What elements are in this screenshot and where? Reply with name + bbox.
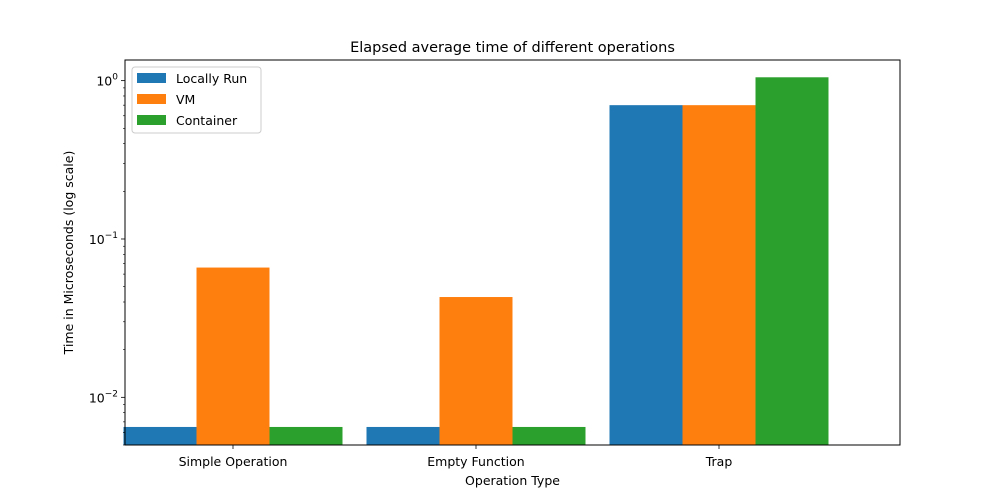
bar-vm-1 <box>439 297 513 445</box>
plot-area <box>123 77 829 445</box>
y-tick-label: 10−2 <box>89 389 118 405</box>
bar-container-1 <box>512 426 586 445</box>
x-tick-label: Empty Function <box>427 454 524 469</box>
bar-vm-0 <box>196 267 270 445</box>
legend-swatch <box>137 73 166 83</box>
x-tick-label: Simple Operation <box>179 454 288 469</box>
x-axis-label: Operation Type <box>465 473 560 488</box>
legend-label: Locally Run <box>176 71 247 86</box>
plot-frame <box>124 59 901 446</box>
legend-swatch <box>137 94 166 104</box>
legend: Locally Run VM Container <box>131 66 262 134</box>
y-tick-label: 100 <box>96 73 118 89</box>
legend-label: Container <box>176 113 238 128</box>
bar-locally-run-1 <box>366 426 440 445</box>
bar-container-2 <box>755 77 829 445</box>
bar-locally-run-2 <box>609 105 683 445</box>
y-tick-label: 10−1 <box>89 231 118 247</box>
bar-container-0 <box>269 426 343 445</box>
bar-vm-2 <box>682 105 756 445</box>
legend-label: VM <box>176 92 195 107</box>
x-tick-label: Trap <box>705 454 733 469</box>
chart-title: Elapsed average time of different operat… <box>350 40 675 56</box>
bar-locally-run-0 <box>123 426 197 445</box>
legend-swatch <box>137 115 166 125</box>
y-axis-label: Time in Microseconds (log scale) <box>61 151 76 356</box>
